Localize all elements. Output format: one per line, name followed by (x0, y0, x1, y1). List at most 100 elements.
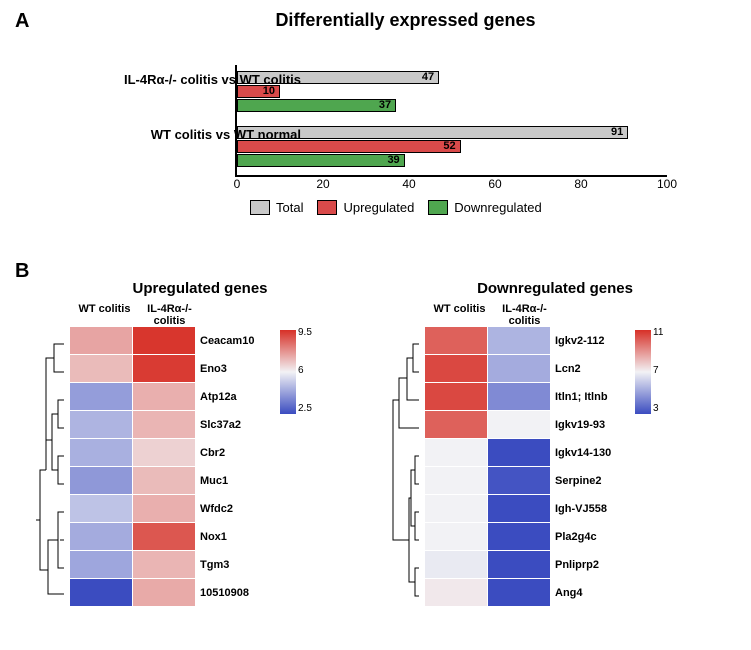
bar: 37 (237, 99, 396, 112)
gene-label: Igkv19-93 (551, 411, 625, 439)
heatmap-cell (70, 551, 133, 579)
heatmap-cell (425, 411, 488, 439)
colorbar-label: 6 (298, 366, 322, 376)
heatmap-cell (425, 495, 488, 523)
panel-b-label: B (15, 260, 29, 283)
x-tick: 40 (402, 177, 415, 191)
colorbar-label: 7 (653, 366, 677, 376)
bar-chart-legend: TotalUpregulatedDownregulated (250, 200, 550, 215)
gene-label: Ceacam10 (196, 327, 270, 355)
gene-label: Itln1; Itlnb (551, 383, 625, 411)
heatmap-cell (425, 467, 488, 495)
heatmap-cell (488, 355, 551, 383)
legend-label: Total (276, 200, 303, 215)
heatmap-row: Tgm3 (70, 551, 270, 579)
heatmap-cell (133, 355, 196, 383)
bar-value-label: 39 (387, 155, 399, 166)
panel-a-label: A (15, 10, 29, 33)
heatmap-cell (133, 383, 196, 411)
y-category-label: IL-4Rα-/- colitis vs WT colitis (91, 72, 301, 87)
heatmap-row: Atp12a (70, 383, 270, 411)
heatmap-row: Muc1 (70, 467, 270, 495)
heatmap-cell (488, 523, 551, 551)
gene-label: Pla2g4c (551, 523, 625, 551)
colorbar-label: 2.5 (298, 404, 322, 414)
heatmap-cell (488, 551, 551, 579)
col-header: IL-4Rα-/- colitis (137, 303, 202, 327)
heatmap-cell (70, 523, 133, 551)
heatmap-row: Eno3 (70, 355, 270, 383)
heatmap-cell (425, 439, 488, 467)
gene-label: Ang4 (551, 579, 625, 607)
colorbar-label: 3 (653, 404, 677, 414)
legend-swatch (428, 200, 448, 215)
heatmap-cell (133, 411, 196, 439)
gene-label: Atp12a (196, 383, 270, 411)
gene-label: Nox1 (196, 523, 270, 551)
heatmap-upregulated: Upregulated genes WT colitis IL-4Rα-/- c… (70, 280, 330, 607)
col-header: WT colitis (72, 303, 137, 327)
heatmap-up-grid: Ceacam10Eno3Atp12aSlc37a2Cbr2Muc1Wfdc2No… (70, 327, 270, 607)
heatmap-cell (488, 495, 551, 523)
heatmap-cell (425, 327, 488, 355)
x-tick: 100 (657, 177, 677, 191)
heatmap-cell (133, 495, 196, 523)
heatmap-row: Itln1; Itlnb (425, 383, 625, 411)
colorbar-up (280, 330, 296, 414)
heatmap-cell (70, 355, 133, 383)
x-tick: 0 (234, 177, 241, 191)
legend-label: Upregulated (343, 200, 414, 215)
colorbar-label: 9.5 (298, 328, 322, 338)
gene-label: Eno3 (196, 355, 270, 383)
heatmap-row: Pla2g4c (425, 523, 625, 551)
heatmap-cell (488, 579, 551, 607)
panel-b: B Upregulated genes WT colitis IL-4Rα-/-… (10, 260, 741, 640)
heatmap-cell (70, 383, 133, 411)
bar-value-label: 37 (379, 100, 391, 111)
heatmap-row: Cbr2 (70, 439, 270, 467)
y-category-label: WT colitis vs WT normal (91, 127, 301, 142)
heatmap-cell (133, 467, 196, 495)
heatmap-cell (425, 355, 488, 383)
dendrogram-up (34, 330, 72, 630)
legend-swatch (317, 200, 337, 215)
heatmap-row: Lcn2 (425, 355, 625, 383)
heatmap-row: 10510908 (70, 579, 270, 607)
heatmap-row: Ang4 (425, 579, 625, 607)
heatmap-cell (70, 439, 133, 467)
heatmap-cell (133, 579, 196, 607)
gene-label: Muc1 (196, 467, 270, 495)
heatmap-row: Igkv14-130 (425, 439, 625, 467)
colorbar-down-labels: 11 7 3 (653, 328, 677, 414)
heatmap-row: Wfdc2 (70, 495, 270, 523)
bar-value-label: 91 (611, 127, 623, 138)
colorbar-down (635, 330, 651, 414)
heatmap-row: Igkv2-112 (425, 327, 625, 355)
heatmap-cell (488, 439, 551, 467)
heatmap-up-title: Upregulated genes (70, 280, 330, 297)
heatmap-cell (488, 467, 551, 495)
bar-value-label: 52 (443, 141, 455, 152)
panel-a: A Differentially expressed genes 0204060… (10, 10, 741, 230)
gene-label: 10510908 (196, 579, 270, 607)
heatmap-cell (70, 327, 133, 355)
heatmap-row: Pnliprp2 (425, 551, 625, 579)
gene-label: Serpine2 (551, 467, 625, 495)
heatmap-cell (133, 523, 196, 551)
heatmap-row: Igkv19-93 (425, 411, 625, 439)
heatmap-cell (133, 327, 196, 355)
dendrogram-down (389, 330, 427, 630)
heatmap-up-col-headers: WT colitis IL-4Rα-/- colitis (72, 303, 202, 327)
gene-label: Igkv14-130 (551, 439, 625, 467)
gene-label: Slc37a2 (196, 411, 270, 439)
panel-a-title: Differentially expressed genes (70, 10, 741, 31)
heatmap-cell (488, 327, 551, 355)
heatmap-cell (425, 523, 488, 551)
col-header: IL-4Rα-/- colitis (492, 303, 557, 327)
col-header: WT colitis (427, 303, 492, 327)
x-tick: 80 (574, 177, 587, 191)
heatmap-row: Ceacam10 (70, 327, 270, 355)
gene-label: Pnliprp2 (551, 551, 625, 579)
gene-label: Cbr2 (196, 439, 270, 467)
x-tick: 20 (316, 177, 329, 191)
